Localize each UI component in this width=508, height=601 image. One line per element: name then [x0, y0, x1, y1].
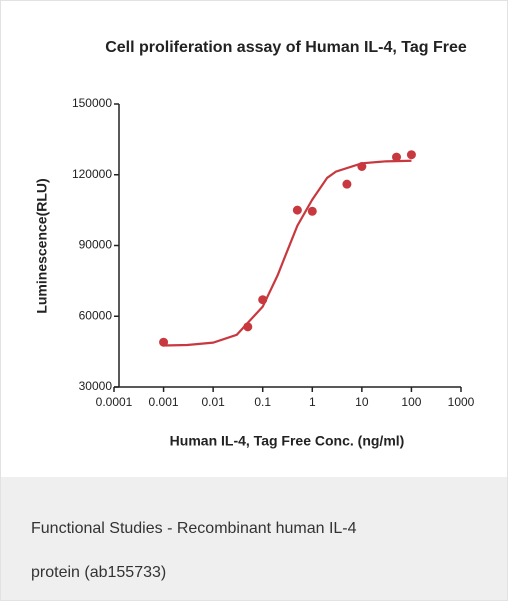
- data-point: [406, 150, 416, 160]
- caption: Functional Studies - Recombinant human I…: [1, 477, 507, 600]
- x-tick-label: 1000: [448, 395, 475, 409]
- y-tick-label: 120000: [72, 167, 112, 181]
- data-point: [307, 206, 317, 216]
- x-tick-label: 10: [355, 395, 369, 409]
- x-tick-label: 0.001: [149, 395, 179, 409]
- y-axis-label: Luminescence(RLU): [34, 178, 50, 313]
- y-tick-label: 90000: [79, 238, 113, 252]
- caption-line: Functional Studies - Recombinant human I…: [31, 520, 357, 537]
- y-tick-label: 150000: [72, 96, 112, 110]
- y-tick-label: 30000: [79, 379, 113, 393]
- x-tick-label: 0.01: [201, 395, 225, 409]
- chart: Cell proliferation assay of Human IL-4, …: [34, 39, 475, 449]
- caption-line: protein (ab155733): [31, 564, 167, 581]
- chart-title: Cell proliferation assay of Human IL-4, …: [105, 39, 467, 56]
- fit-curve: [163, 159, 412, 347]
- x-tick-label: 0.0001: [96, 395, 133, 409]
- x-tick-label: 100: [401, 395, 421, 409]
- x-axis-label: Human IL-4, Tag Free Conc. (ng/ml): [170, 433, 405, 449]
- x-tick-label: 0.1: [254, 395, 271, 409]
- data-point: [392, 152, 402, 162]
- data-point: [342, 179, 352, 189]
- y-tick-label: 60000: [79, 308, 113, 322]
- data-point: [292, 205, 302, 215]
- x-tick-label: 1: [309, 395, 316, 409]
